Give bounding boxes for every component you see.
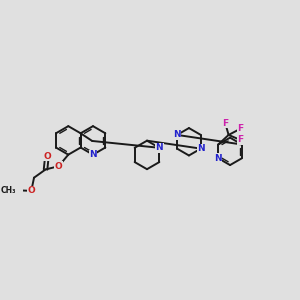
Text: N: N	[89, 150, 97, 159]
Text: N: N	[197, 144, 205, 153]
Text: N: N	[173, 130, 181, 140]
Text: O: O	[55, 162, 63, 171]
Text: N: N	[214, 154, 222, 163]
Text: N: N	[155, 143, 163, 152]
Text: F: F	[237, 124, 243, 134]
Text: F: F	[222, 119, 228, 128]
Text: O: O	[43, 152, 51, 161]
Text: CH₃: CH₃	[1, 186, 16, 195]
Text: F: F	[237, 135, 243, 144]
Text: O: O	[27, 186, 35, 195]
